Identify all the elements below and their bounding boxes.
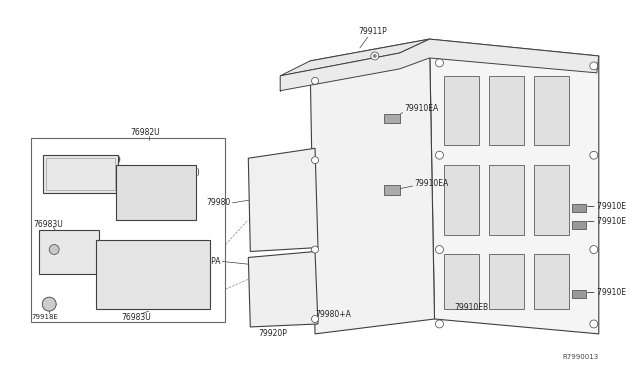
Text: 84935R (LH): 84935R (LH) (148, 177, 196, 186)
Circle shape (49, 244, 59, 254)
Circle shape (590, 151, 598, 159)
Text: — 79910E: — 79910E (587, 288, 626, 297)
Polygon shape (39, 230, 99, 274)
Circle shape (42, 297, 56, 311)
Circle shape (590, 320, 598, 328)
Circle shape (435, 59, 444, 67)
Polygon shape (444, 76, 479, 145)
Polygon shape (384, 185, 399, 195)
Circle shape (312, 315, 319, 323)
Circle shape (312, 77, 319, 84)
Polygon shape (534, 254, 569, 309)
Text: 84935RA(RH): 84935RA(RH) (148, 168, 200, 177)
Polygon shape (534, 165, 569, 235)
Polygon shape (489, 76, 524, 145)
Circle shape (590, 246, 598, 253)
Polygon shape (489, 254, 524, 309)
Polygon shape (248, 148, 318, 251)
Polygon shape (534, 76, 569, 145)
Text: 769A9: 769A9 (96, 156, 121, 165)
Text: 79980: 79980 (206, 198, 230, 207)
Text: 76983U: 76983U (33, 220, 63, 229)
Polygon shape (572, 290, 586, 298)
Text: 79980+A: 79980+A (315, 310, 351, 318)
Circle shape (590, 62, 598, 70)
Circle shape (435, 246, 444, 253)
Circle shape (372, 54, 377, 58)
Circle shape (435, 151, 444, 159)
Polygon shape (310, 39, 435, 334)
Polygon shape (489, 165, 524, 235)
Polygon shape (444, 254, 479, 309)
Polygon shape (572, 221, 586, 229)
Circle shape (435, 320, 444, 328)
Text: 79920P: 79920P (259, 329, 287, 339)
Polygon shape (96, 240, 211, 309)
Circle shape (312, 157, 319, 164)
Polygon shape (429, 39, 599, 334)
Polygon shape (280, 39, 599, 91)
Polygon shape (116, 165, 196, 220)
Text: — 79910E: — 79910E (587, 202, 626, 211)
Text: 76983U: 76983U (121, 312, 150, 321)
Polygon shape (444, 165, 479, 235)
Text: 79910EA: 79910EA (415, 179, 449, 187)
Polygon shape (572, 204, 586, 212)
Circle shape (371, 52, 379, 60)
Text: 79910EA: 79910EA (404, 104, 439, 113)
Text: — 79910E: — 79910E (587, 217, 626, 226)
Polygon shape (44, 155, 118, 193)
Text: 79918E: 79918E (31, 314, 58, 320)
Text: 79911PA: 79911PA (187, 257, 220, 266)
Text: 76982U: 76982U (131, 128, 161, 137)
Text: 79911P: 79911P (358, 27, 387, 36)
Polygon shape (248, 251, 318, 327)
Circle shape (312, 246, 319, 253)
Polygon shape (384, 113, 399, 124)
Text: 79910EB: 79910EB (454, 302, 488, 312)
Polygon shape (280, 39, 429, 76)
Text: R7990013: R7990013 (563, 354, 599, 360)
